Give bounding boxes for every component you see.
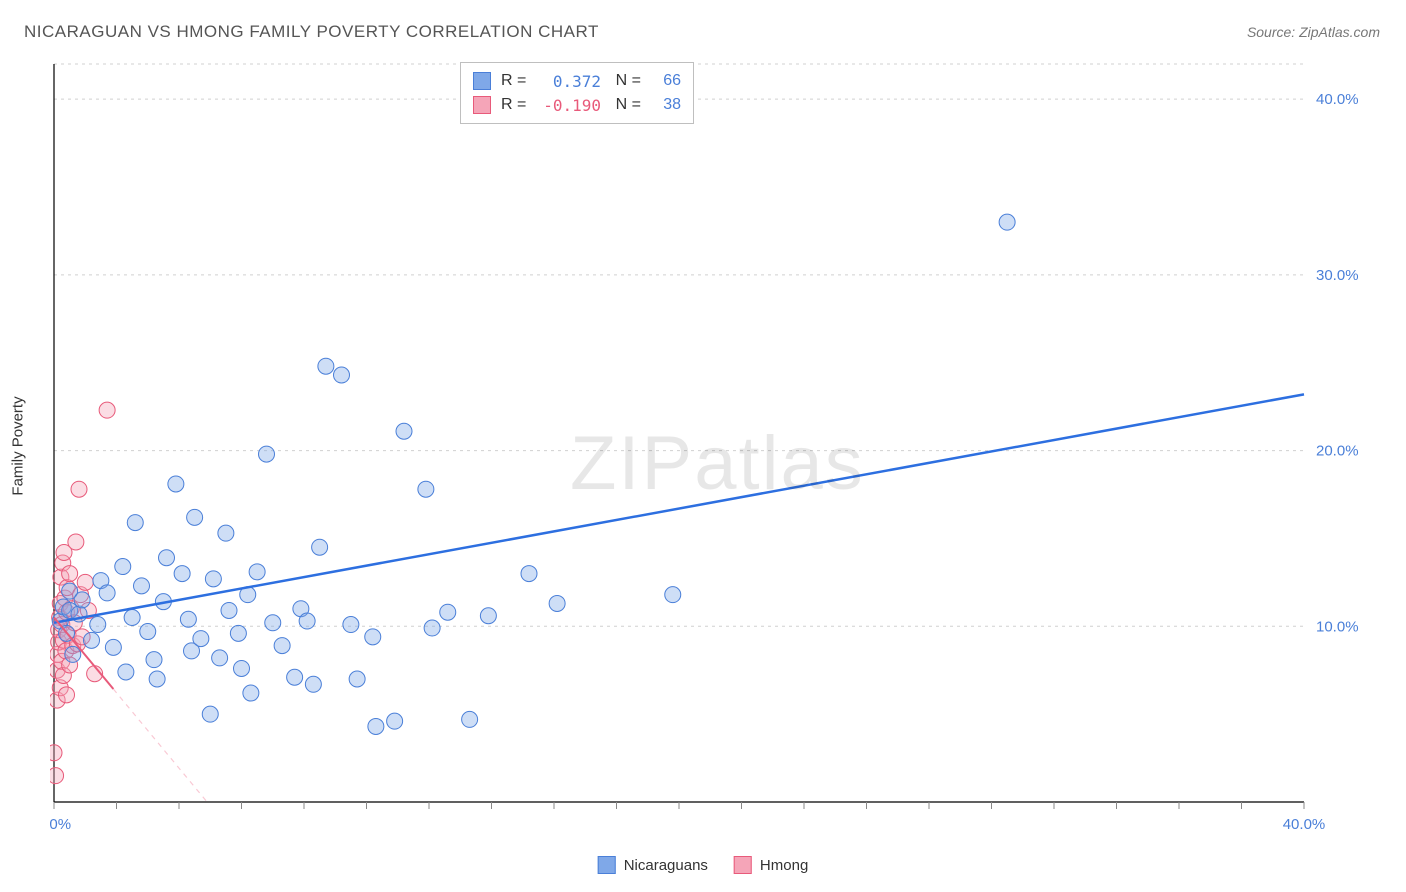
- nicaraguan-point: [521, 566, 537, 582]
- nicaraguan-point: [318, 358, 334, 374]
- hmong-point: [50, 768, 64, 784]
- nicaraguan-point: [159, 550, 175, 566]
- nicaraguan-point: [396, 423, 412, 439]
- nicaraguan-point: [205, 571, 221, 587]
- nicaraguan-point: [424, 620, 440, 636]
- legend-swatch-icon: [598, 856, 616, 874]
- nicaraguan-point: [334, 367, 350, 383]
- nicaraguan-point: [115, 559, 131, 575]
- nicaraguan-point: [312, 539, 328, 555]
- series-legend-item: Nicaraguans: [598, 856, 708, 874]
- nicaraguan-point: [149, 671, 165, 687]
- legend-row: R = 0.372 N = 66: [473, 69, 681, 93]
- y-tick-label: 30.0%: [1316, 267, 1359, 284]
- legend-row: R = -0.190 N = 38: [473, 93, 681, 117]
- nicaraguan-point: [193, 631, 209, 647]
- hmong-point: [50, 745, 62, 761]
- nicaraguan-point: [221, 602, 237, 618]
- nicaraguan-point: [65, 646, 81, 662]
- nicaraguan-point: [140, 624, 156, 640]
- correlation-legend-box: R = 0.372 N = 66 R = -0.190 N = 38: [460, 62, 694, 124]
- hmong-point: [71, 481, 87, 497]
- nicaraguan-point: [243, 685, 259, 701]
- legend-r-value: 0.372: [541, 72, 601, 91]
- nicaraguan-point: [418, 481, 434, 497]
- legend-r-label: R =: [501, 96, 531, 114]
- legend-n-label: N =: [611, 72, 641, 90]
- chart-title: NICARAGUAN VS HMONG FAMILY POVERTY CORRE…: [24, 22, 599, 42]
- nicaraguan-point: [146, 652, 162, 668]
- nicaraguan-point: [212, 650, 228, 666]
- nicaraguan-point: [480, 608, 496, 624]
- legend-r-label: R =: [501, 72, 531, 90]
- nicaraguan-point: [127, 515, 143, 531]
- nicaraguan-point: [134, 578, 150, 594]
- nicaraguan-point: [440, 604, 456, 620]
- nicaraguan-point: [124, 610, 140, 626]
- legend-swatch-icon: [473, 96, 491, 114]
- nicaraguan-point: [349, 671, 365, 687]
- series-legend: Nicaraguans Hmong: [598, 856, 809, 874]
- nicaraguan-point: [665, 587, 681, 603]
- hmong-point: [99, 402, 115, 418]
- nicaraguan-point: [287, 669, 303, 685]
- x-tick-label: 40.0%: [1283, 816, 1326, 833]
- y-axis-label: Family Poverty: [10, 396, 27, 495]
- nicaraguan-trendline: [54, 394, 1304, 622]
- nicaraguan-point: [549, 595, 565, 611]
- scatter-plot-svg: 0.0% 40.0% 10.0% 20.0% 30.0% 40.0%: [50, 58, 1380, 838]
- nicaraguan-point: [174, 566, 190, 582]
- legend-n-value: 66: [651, 72, 681, 90]
- nicaraguan-point: [118, 664, 134, 680]
- y-tick-label: 10.0%: [1316, 618, 1359, 635]
- chart-area: 0.0% 40.0% 10.0% 20.0% 30.0% 40.0%: [50, 58, 1380, 838]
- nicaraguan-point: [218, 525, 234, 541]
- nicaraguan-point: [999, 214, 1015, 230]
- nicaraguan-point: [265, 615, 281, 631]
- hmong-point: [77, 574, 93, 590]
- nicaraguan-point: [368, 718, 384, 734]
- source-attribution: Source: ZipAtlas.com: [1247, 24, 1380, 40]
- nicaraguan-point: [274, 638, 290, 654]
- series-legend-item: Hmong: [734, 856, 808, 874]
- nicaraguan-point: [462, 711, 478, 727]
- nicaraguan-point: [105, 639, 121, 655]
- nicaraguan-point: [259, 446, 275, 462]
- hmong-trendline-dashed: [113, 689, 207, 802]
- nicaraguan-point: [234, 660, 250, 676]
- hmong-point: [62, 566, 78, 582]
- nicaraguan-point: [249, 564, 265, 580]
- hmong-point: [68, 534, 84, 550]
- legend-n-label: N =: [611, 96, 641, 114]
- nicaraguan-point: [387, 713, 403, 729]
- legend-n-value: 38: [651, 96, 681, 114]
- series-legend-label: Nicaraguans: [624, 857, 708, 874]
- x-tick-label: 0.0%: [50, 816, 71, 833]
- y-tick-label: 20.0%: [1316, 443, 1359, 460]
- nicaraguan-point: [180, 611, 196, 627]
- nicaraguan-point: [202, 706, 218, 722]
- series-legend-label: Hmong: [760, 857, 808, 874]
- nicaraguan-point: [299, 613, 315, 629]
- nicaraguan-point: [230, 625, 246, 641]
- nicaraguan-point: [365, 629, 381, 645]
- hmong-point: [59, 687, 75, 703]
- nicaraguan-point: [187, 509, 203, 525]
- nicaraguan-point: [84, 632, 100, 648]
- legend-swatch-icon: [734, 856, 752, 874]
- nicaraguan-point: [99, 585, 115, 601]
- nicaraguan-point: [168, 476, 184, 492]
- nicaraguan-point: [305, 676, 321, 692]
- nicaraguan-point: [343, 617, 359, 633]
- y-tick-label: 40.0%: [1316, 91, 1359, 108]
- nicaraguan-point: [90, 617, 106, 633]
- nicaraguan-point: [74, 592, 90, 608]
- legend-r-value: -0.190: [541, 96, 601, 115]
- legend-swatch-icon: [473, 72, 491, 90]
